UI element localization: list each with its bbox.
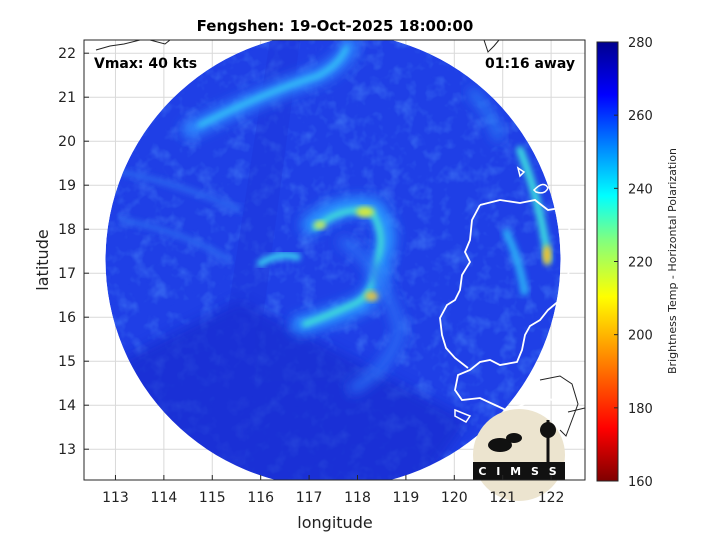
time-away-label: 01:16 away <box>485 56 575 72</box>
inland-band <box>501 228 529 296</box>
spiral-hotspot-north <box>356 207 374 217</box>
logo-dish-icon-2 <box>506 433 522 443</box>
x-tick-label: 122 <box>538 490 565 506</box>
vmax-label: Vmax: 40 kts <box>94 56 197 72</box>
china-coast-fragment <box>95 40 171 51</box>
colorbar: 160 180 200 220 240 260 280 Brightness Temp - … <box>596 36 679 490</box>
northern-rainband-core <box>197 45 349 128</box>
y-tick-label: 13 <box>58 442 76 458</box>
logo-dome-icon <box>540 422 556 438</box>
colorbar-tick-label: 200 <box>628 329 653 344</box>
luzon-coastline <box>439 199 585 411</box>
eastern-islands-outline <box>539 375 585 437</box>
y-tick-label: 16 <box>58 310 76 326</box>
cimss-logo: C I M S S <box>473 409 565 501</box>
y-tick-label: 21 <box>58 90 76 106</box>
y-tick-label: 18 <box>58 222 76 238</box>
colorbar-tick-label: 280 <box>628 36 653 51</box>
x-tick-group: 113 114 115 116 117 118 119 120 121 122 <box>102 475 564 506</box>
western-spur-band <box>256 251 302 268</box>
x-tick-label: 116 <box>247 490 274 506</box>
colorbar-tick-group: 160 180 200 220 240 260 280 <box>614 36 653 490</box>
x-tick-label: 114 <box>151 490 178 506</box>
cold-swath-region <box>120 300 470 480</box>
swath-seam-shading <box>200 40 300 480</box>
colorbar-tick-label: 260 <box>628 109 653 124</box>
y-tick-label: 15 <box>58 354 76 370</box>
outer-inflow-band <box>337 235 406 395</box>
colorbar-tick-label: 220 <box>628 256 653 271</box>
island-outline-small <box>516 166 526 178</box>
y-tick-group: 13 14 15 16 17 18 19 20 21 22 <box>58 46 89 458</box>
x-tick-label: 113 <box>102 490 129 506</box>
spiral-hotspot-west <box>314 221 326 229</box>
y-axis-label: latitude <box>33 229 52 290</box>
chart-title: Fengshen: 19-Oct-2025 18:00:00 <box>197 17 474 35</box>
colorbar-tick-label: 180 <box>628 402 653 417</box>
y-tick-label: 14 <box>58 398 76 414</box>
logo-bar <box>473 462 565 480</box>
spiral-hotspot-east <box>365 291 379 301</box>
axes-frame <box>83 39 586 481</box>
colorbar-tick-label: 240 <box>628 182 653 197</box>
mindoro-outline <box>454 408 472 423</box>
logo-dish-icon <box>488 438 512 452</box>
x-tick-label: 121 <box>489 490 516 506</box>
y-tick-label: 17 <box>58 266 76 282</box>
taiwan-coast-fragment <box>483 40 500 53</box>
y-tick-label: 22 <box>58 46 76 62</box>
x-tick-label: 118 <box>344 490 371 506</box>
colorbar-tick-label: 160 <box>628 475 653 490</box>
y-tick-label: 20 <box>58 134 76 150</box>
colorbar-label: Brightness Temp - Horizontal Polarizatio… <box>666 148 679 374</box>
y-tick-label: 19 <box>58 178 76 194</box>
x-tick-label: 117 <box>296 490 323 506</box>
microwave-swath <box>95 40 585 480</box>
eastern-speckle <box>466 86 505 142</box>
logo-text: C I M S S <box>478 465 559 478</box>
coast-band-hotspot <box>543 245 551 265</box>
x-tick-label: 115 <box>199 490 226 506</box>
island-outline-north <box>532 183 549 194</box>
x-axis-label: longitude <box>297 513 372 532</box>
x-tick-label: 119 <box>393 490 420 506</box>
western-streaks <box>109 167 242 263</box>
plot-area: C I M S S 113 114 115 116 117 118 119 120 121 122… <box>58 39 586 506</box>
x-tick-label: 120 <box>441 490 468 506</box>
